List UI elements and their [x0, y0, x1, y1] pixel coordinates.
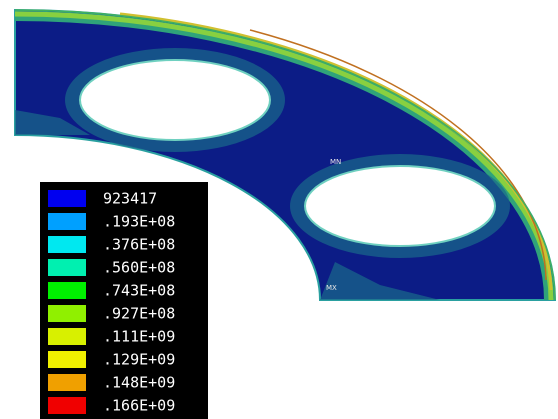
legend-swatch — [48, 305, 86, 322]
legend-swatch — [48, 328, 86, 345]
legend-label: .148E+09 — [103, 374, 175, 392]
legend-label: .129E+09 — [103, 351, 175, 369]
legend-swatch — [48, 236, 86, 253]
hole — [80, 60, 270, 140]
legend-label: 923417 — [103, 190, 157, 208]
legend-swatch — [48, 397, 86, 414]
page: {"legend": {"entries": [ {"label": "9234… — [0, 0, 558, 419]
legend-label: .166E+09 — [103, 397, 175, 415]
contour-plot: MN MX 923417 .193E+08 .376E+08 .560E+08 .743… — [0, 0, 558, 419]
legend-label: .111E+09 — [103, 328, 175, 346]
legend-swatch — [48, 190, 86, 207]
max-marker: MX — [326, 284, 337, 292]
min-marker: MN — [330, 158, 341, 166]
hole — [305, 166, 495, 246]
legend-swatch — [48, 213, 86, 230]
legend-swatch — [48, 259, 86, 276]
legend-label: .376E+08 — [103, 236, 175, 254]
legend-swatch — [48, 351, 86, 368]
legend-label: .927E+08 — [103, 305, 175, 323]
legend-label: .193E+08 — [103, 213, 175, 231]
legend-label: .743E+08 — [103, 282, 175, 300]
legend-swatch — [48, 374, 86, 391]
legend-label: .560E+08 — [103, 259, 175, 277]
legend-swatch — [48, 282, 86, 299]
